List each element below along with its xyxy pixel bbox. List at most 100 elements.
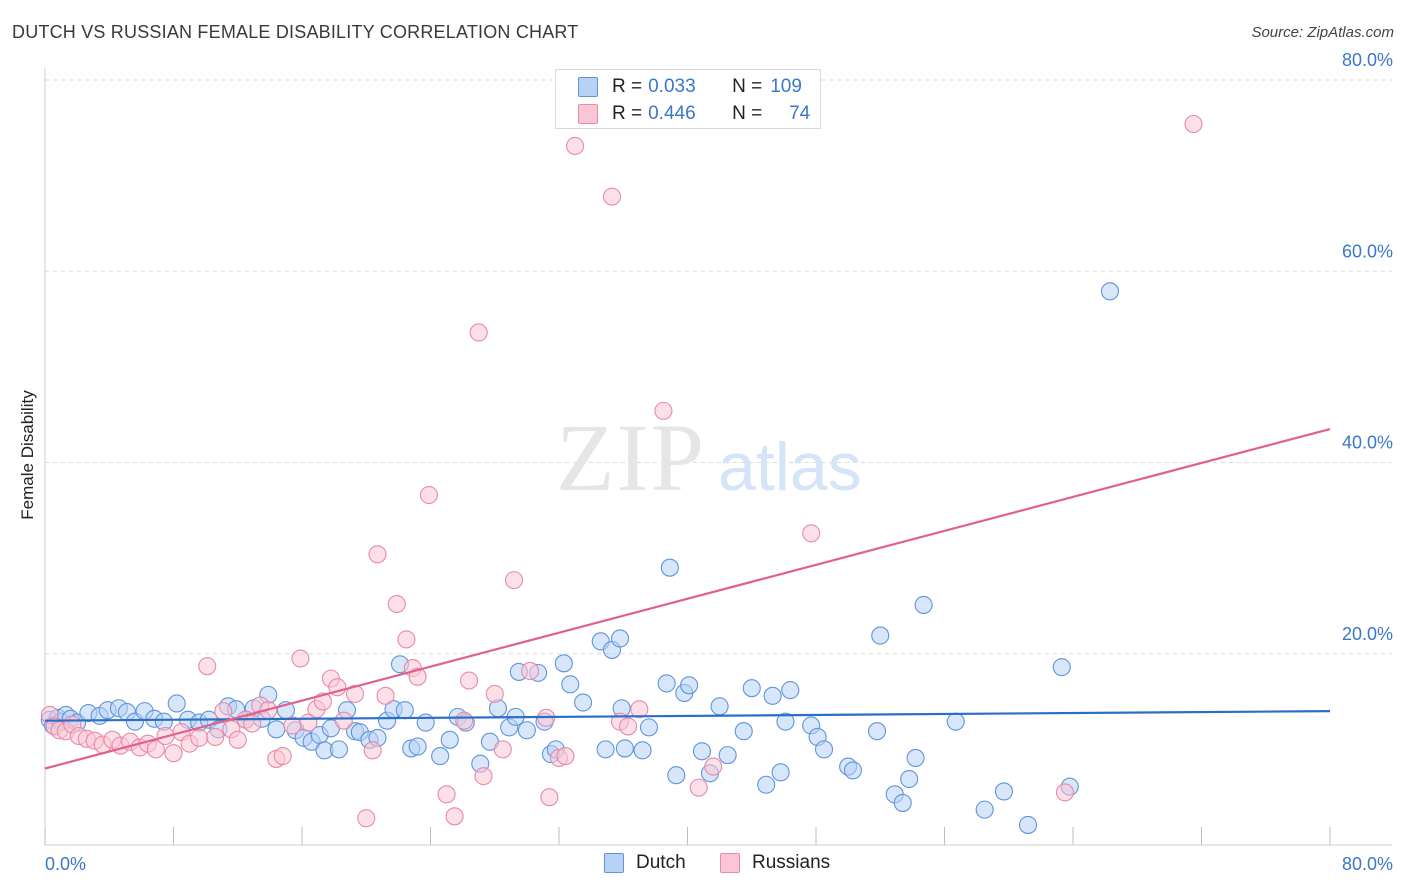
- dutch-point: [771, 763, 790, 782]
- russian-point: [363, 741, 382, 760]
- dutch-point: [718, 746, 737, 765]
- russian-point: [602, 187, 622, 206]
- dutch-point: [610, 629, 630, 648]
- russian-point: [445, 807, 464, 826]
- trend-lines: [44, 427, 1331, 770]
- russian-point: [419, 485, 438, 505]
- russian-point: [273, 747, 292, 766]
- dutch-point: [975, 800, 994, 819]
- series-legend: Dutch Russians: [0, 852, 1406, 876]
- dutch-point: [554, 654, 573, 673]
- dutch-point: [946, 712, 965, 731]
- x-tick-label-left: 0.0%: [45, 854, 86, 874]
- dutch-point: [657, 674, 676, 693]
- russian-point: [146, 740, 165, 759]
- russian-point: [387, 594, 406, 614]
- dutch-point: [1052, 658, 1071, 677]
- russian-point: [689, 778, 708, 797]
- stats-legend: R = 0.033 N = 109 R = 0.446 N = 74: [555, 69, 821, 129]
- legend-item-russians[interactable]: Russians: [720, 852, 830, 874]
- russian-point: [345, 684, 365, 703]
- dutch-point: [757, 775, 776, 794]
- russian-point: [368, 545, 387, 564]
- y-tick-label: 80.0%: [1342, 50, 1393, 70]
- russian-point: [521, 661, 540, 681]
- legend-label-russians: Russians: [752, 852, 831, 873]
- r-label: R =: [612, 103, 643, 124]
- legend-item-dutch[interactable]: Dutch: [604, 852, 686, 874]
- dutch-point: [329, 740, 348, 759]
- r-value: 0.446: [648, 103, 696, 124]
- russian-point: [164, 744, 183, 763]
- n-value: 74: [789, 103, 811, 124]
- legend-row-russians: R = 0.446 N = 74: [578, 102, 810, 126]
- dutch-point: [906, 748, 925, 768]
- dutch-point: [574, 693, 593, 712]
- y-tick-label: 20.0%: [1342, 624, 1393, 644]
- russian-point: [397, 630, 416, 649]
- russian-point: [437, 785, 456, 804]
- dutch-point: [692, 742, 712, 761]
- source-label: Source: ZipAtlas.com: [1251, 24, 1394, 41]
- russian-point: [455, 711, 474, 730]
- dutch-swatch: [604, 853, 624, 873]
- russian-trend-line: [44, 427, 1331, 770]
- russian-point: [540, 788, 559, 807]
- russian-point: [357, 809, 376, 828]
- r-label: R =: [612, 76, 643, 97]
- dutch-point: [267, 720, 286, 739]
- y-axis-label: Female Disability: [18, 390, 37, 520]
- russian-point: [654, 401, 673, 420]
- russian-point: [566, 136, 585, 156]
- russian-point: [556, 747, 575, 766]
- y-tick-label: 60.0%: [1342, 241, 1393, 261]
- dutch-point: [596, 740, 615, 759]
- russian-point: [459, 671, 479, 690]
- dutch-point: [408, 737, 427, 756]
- dutch-point: [395, 701, 414, 720]
- dutch-point: [633, 741, 652, 760]
- watermark-atlas: atlas: [718, 429, 862, 505]
- dutch-point: [431, 747, 450, 766]
- watermark-zip: ZIP: [556, 404, 706, 511]
- dutch-point: [167, 694, 186, 713]
- russian-point: [1184, 114, 1203, 134]
- russian-point: [334, 711, 353, 730]
- russian-point: [206, 727, 225, 746]
- dutch-point: [843, 761, 862, 780]
- dutch-point: [710, 697, 729, 716]
- dutch-point: [680, 676, 699, 695]
- x-tick-label-right: 80.0%: [1342, 854, 1393, 874]
- dutch-point: [781, 681, 800, 700]
- axis-ticks: 20.0% 40.0% 60.0% 80.0% 0.0% 80.0%: [44, 50, 1393, 874]
- dutch-point: [776, 712, 795, 731]
- dutch-point: [1018, 815, 1038, 834]
- russian-point: [474, 767, 493, 786]
- n-value: 109: [770, 76, 802, 97]
- dutch-point: [867, 722, 887, 741]
- dutch-point: [667, 766, 686, 785]
- russian-point: [630, 700, 649, 719]
- dutch-point: [615, 739, 634, 758]
- russian-point: [243, 714, 262, 733]
- dutch-point: [660, 558, 679, 577]
- legend-label-dutch: Dutch: [636, 852, 686, 873]
- russian-point: [504, 571, 524, 590]
- russian-swatch: [720, 853, 740, 873]
- chart-title: DUTCH VS RUSSIAN FEMALE DISABILITY CORRE…: [12, 22, 579, 42]
- dutch-point: [1100, 282, 1119, 301]
- grid-lines: [45, 79, 1392, 655]
- dutch-point: [900, 769, 919, 789]
- y-tick-label: 40.0%: [1342, 433, 1393, 453]
- russian-point: [198, 657, 217, 676]
- dutch-point: [994, 782, 1013, 801]
- legend-row-dutch: R = 0.033 N = 109: [578, 75, 802, 99]
- n-label: N =: [732, 76, 763, 97]
- dutch-point: [561, 675, 580, 694]
- russian-swatch: [578, 104, 598, 124]
- russian-point: [190, 728, 209, 747]
- dutch-point: [914, 595, 933, 615]
- dutch-point: [742, 679, 761, 698]
- dutch-trend-line: [44, 710, 1331, 722]
